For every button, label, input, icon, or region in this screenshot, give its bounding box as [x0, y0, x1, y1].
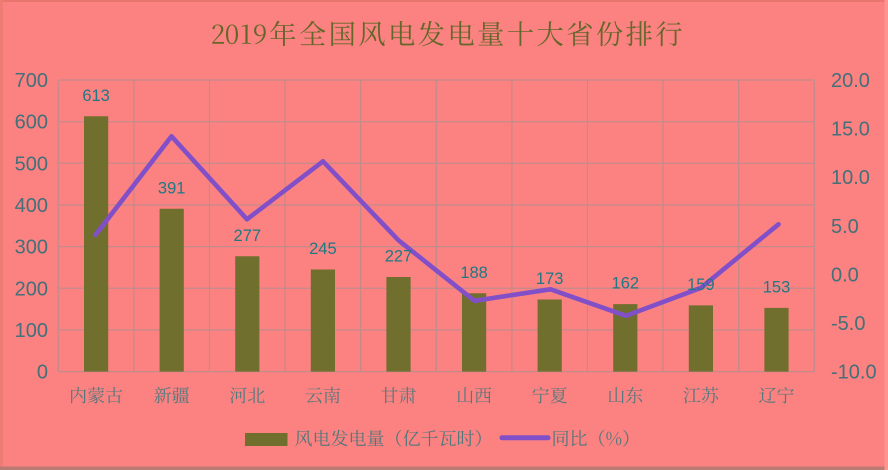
svg-text:100: 100: [15, 320, 48, 342]
svg-text:-10.0: -10.0: [831, 362, 877, 384]
svg-text:200: 200: [15, 278, 48, 300]
svg-text:159: 159: [687, 276, 715, 294]
svg-text:400: 400: [15, 195, 48, 217]
svg-text:10.0: 10.0: [831, 167, 870, 189]
svg-text:300: 300: [15, 237, 48, 259]
svg-text:173: 173: [536, 270, 564, 288]
svg-text:277: 277: [234, 227, 262, 245]
svg-text:162: 162: [612, 275, 640, 293]
svg-text:700: 700: [15, 70, 48, 92]
svg-text:153: 153: [763, 279, 791, 297]
svg-text:-5.0: -5.0: [831, 313, 865, 335]
svg-text:5.0: 5.0: [831, 216, 859, 238]
svg-text:600: 600: [15, 112, 48, 134]
svg-text:0: 0: [37, 362, 48, 384]
svg-text:15.0: 15.0: [831, 119, 870, 141]
svg-text:613: 613: [82, 87, 110, 105]
svg-text:227: 227: [385, 248, 413, 266]
svg-text:500: 500: [15, 153, 48, 175]
svg-text:0.0: 0.0: [831, 264, 859, 286]
svg-text:20.0: 20.0: [831, 70, 870, 92]
svg-text:245: 245: [309, 240, 337, 258]
svg-text:391: 391: [158, 179, 186, 197]
svg-text:188: 188: [460, 264, 488, 282]
